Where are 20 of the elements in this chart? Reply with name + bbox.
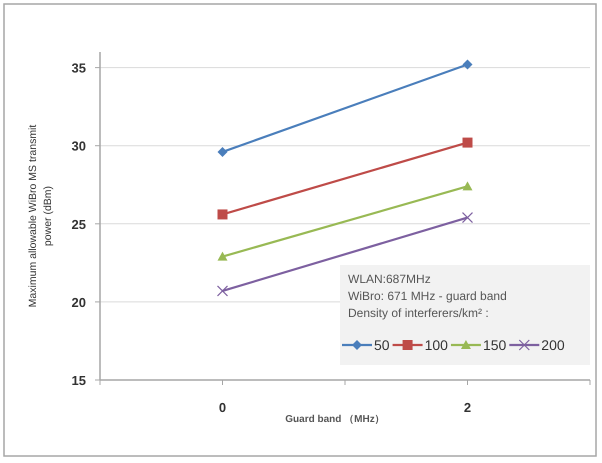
legend-label: 100 <box>424 337 448 353</box>
legend-label: 150 <box>482 337 507 353</box>
x-axis-title: Guard band （MHz） <box>285 414 385 425</box>
x-tick-label: 2 <box>464 400 472 415</box>
point <box>462 212 474 224</box>
legend-label: 200 <box>541 337 565 353</box>
point <box>462 138 472 148</box>
x-tick-label: 0 <box>218 400 226 415</box>
point <box>216 285 228 297</box>
y-tick-label: 35 <box>72 60 86 76</box>
y-tick-label: 25 <box>72 216 86 232</box>
y-tick-label: 30 <box>72 138 86 154</box>
y-tick-label: 15 <box>72 373 86 388</box>
y-tick-label: 20 <box>72 294 86 310</box>
point <box>218 209 228 220</box>
y-axis-title: Maximum allowable WiBro MS transmit power (dBm) <box>27 124 54 308</box>
point <box>218 146 228 157</box>
legend-title: WLAN:687MHz WiBro: 671 MHz - guard band Density of interferers/km² : <box>348 272 507 320</box>
point <box>462 59 472 70</box>
legend-label: 50 <box>374 337 390 353</box>
